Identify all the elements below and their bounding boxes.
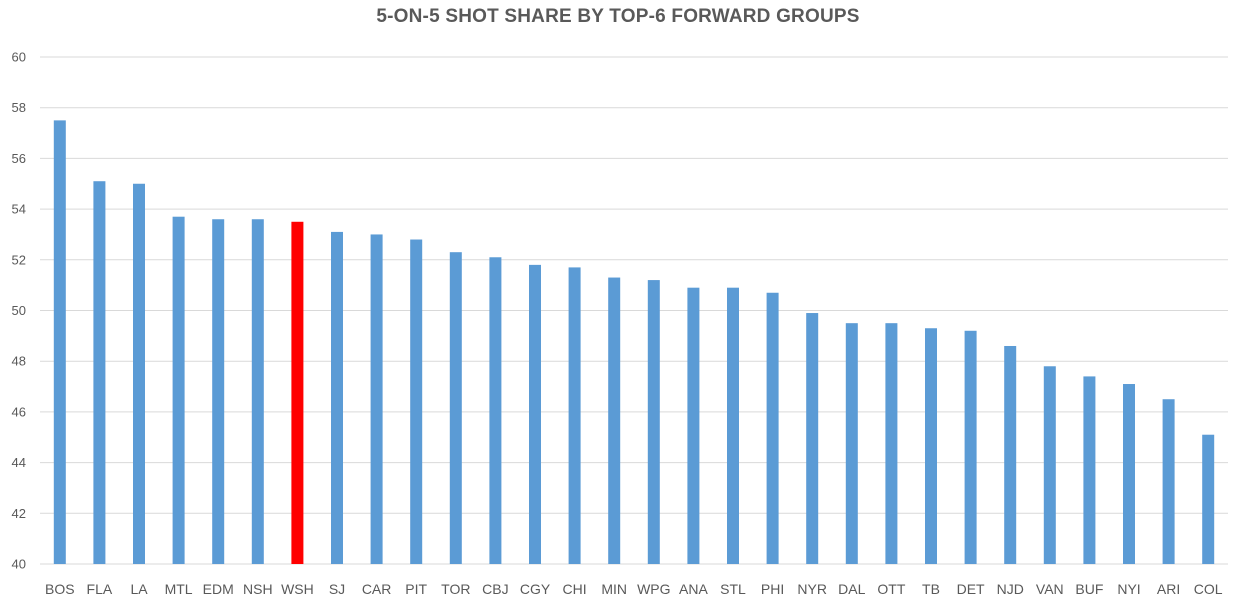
bar-van [1043,366,1056,564]
bar-nsh [251,219,264,565]
bar-buf [1083,376,1096,564]
x-tick-label: ANA [679,581,708,597]
x-tick-label: CBJ [482,581,508,597]
x-tick-label: BOS [45,581,75,597]
bar-mtl [172,216,185,564]
bar-la [133,183,145,564]
bar-wpg [647,280,660,564]
x-tick-label: STL [720,581,746,597]
bar-ari [1162,399,1175,564]
bar-nyr [806,313,819,564]
x-tick-label: BUF [1075,581,1103,597]
bar-tor [449,252,462,564]
x-tick-label: CAR [362,581,392,597]
x-tick-label: VAN [1036,581,1064,597]
x-tick-label: CGY [520,581,551,597]
x-tick-label: ARI [1157,581,1180,597]
x-axis-ticks: BOS FLA LA MTL EDM NSH WSH SJ CAR PIT TOR CBJ CGY CHI… [45,581,1223,597]
y-axis-ticks: 40 42 44 46 48 50 52 54 56 58 60 [12,50,26,572]
x-tick-label: CHI [563,581,587,597]
bar-car [370,234,383,564]
y-tick-label: 50 [12,303,26,318]
x-tick-label: COL [1194,581,1223,597]
bar-nyi [1123,384,1135,564]
x-tick-label: MIN [601,581,627,597]
bar-fla [93,181,106,564]
x-tick-label: EDM [203,581,234,597]
bar-edm [212,219,225,565]
x-tick-label: SJ [329,581,345,597]
bar-dal [845,323,858,564]
x-tick-label: NYR [797,581,827,597]
x-tick-label: DET [957,581,985,597]
y-tick-label: 42 [12,506,26,521]
x-tick-label: NJD [997,581,1024,597]
x-tick-label: WPG [637,581,670,597]
x-tick-label: OTT [877,581,905,597]
bar-cgy [529,264,541,564]
bar-col [1202,434,1215,564]
y-tick-label: 48 [12,354,26,369]
bar-pit [410,239,423,564]
x-tick-label: MTL [165,581,193,597]
x-tick-label: LA [130,581,148,597]
x-tick-label: PHI [761,581,784,597]
bar-ott [885,323,898,564]
y-tick-label: 54 [12,202,26,217]
bar-cbj [489,257,502,564]
x-tick-label: NYI [1117,581,1140,597]
y-tick-label: 58 [12,100,26,115]
bars [53,120,1215,565]
bar-bos [53,120,66,564]
y-tick-label: 56 [12,151,26,166]
y-tick-label: 52 [12,252,26,267]
bar-wsh [291,221,304,564]
y-tick-label: 60 [12,50,26,65]
chart-title: 5-ON-5 SHOT SHARE BY TOP-6 FORWARD GROUP… [376,6,860,27]
y-tick-label: 44 [12,455,26,470]
bar-phi [766,292,779,564]
x-tick-label: PIT [405,581,427,597]
gridlines [40,56,1228,565]
x-tick-label: TOR [441,581,470,597]
bar-min [608,277,621,564]
x-tick-label: FLA [87,581,113,597]
x-tick-label: DAL [838,581,865,597]
bar-stl [727,287,739,564]
bar-sj [331,231,343,565]
x-tick-label: NSH [243,581,273,597]
y-tick-label: 46 [12,404,26,419]
y-tick-label: 40 [12,557,26,572]
bar-det [964,330,977,564]
bar-tb [925,328,937,564]
bar-njd [1004,345,1017,564]
x-tick-label: TB [922,581,940,597]
bar-chi [568,267,581,564]
x-tick-label: WSH [281,581,314,597]
bar-ana [687,287,700,564]
